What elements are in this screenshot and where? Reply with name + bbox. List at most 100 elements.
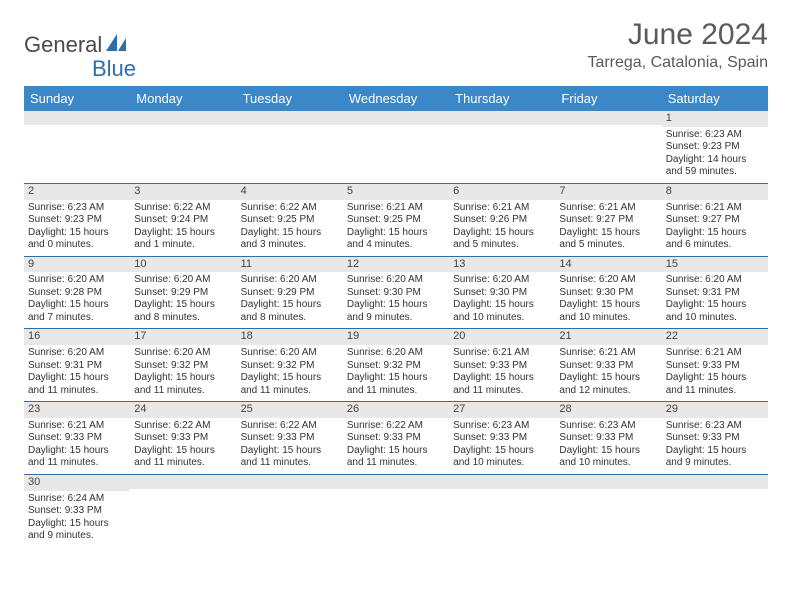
calendar-row: 23Sunrise: 6:21 AMSunset: 9:33 PMDayligh… [24, 402, 768, 475]
daylight-text: Daylight: 15 hours and 10 minutes. [666, 299, 764, 324]
sunset-text: Sunset: 9:31 PM [666, 287, 764, 300]
day-content: Sunrise: 6:24 AMSunset: 9:33 PMDaylight:… [24, 491, 130, 547]
day-number [449, 111, 555, 125]
daylight-text: Daylight: 15 hours and 1 minute. [134, 227, 232, 252]
calendar-cell: 8Sunrise: 6:21 AMSunset: 9:27 PMDaylight… [662, 184, 768, 256]
day-content [555, 489, 661, 495]
sunset-text: Sunset: 9:33 PM [28, 432, 126, 445]
sunrise-text: Sunrise: 6:21 AM [347, 202, 445, 215]
day-number: 23 [24, 402, 130, 418]
sunrise-text: Sunrise: 6:20 AM [28, 274, 126, 287]
sunrise-text: Sunrise: 6:21 AM [453, 347, 551, 360]
day-number: 12 [343, 257, 449, 273]
daylight-text: Daylight: 15 hours and 10 minutes. [559, 299, 657, 324]
daylight-text: Daylight: 15 hours and 6 minutes. [666, 227, 764, 252]
sunset-text: Sunset: 9:25 PM [241, 214, 339, 227]
day-number: 17 [130, 329, 236, 345]
daylight-text: Daylight: 15 hours and 9 minutes. [666, 445, 764, 470]
calendar-row: 30Sunrise: 6:24 AMSunset: 9:33 PMDayligh… [24, 475, 768, 547]
day-content: Sunrise: 6:23 AMSunset: 9:33 PMDaylight:… [449, 418, 555, 474]
day-number [343, 475, 449, 489]
day-number: 22 [662, 329, 768, 345]
calendar-cell: 24Sunrise: 6:22 AMSunset: 9:33 PMDayligh… [130, 402, 236, 474]
calendar-cell-empty [555, 111, 661, 183]
sunrise-text: Sunrise: 6:22 AM [134, 420, 232, 433]
sunset-text: Sunset: 9:32 PM [134, 360, 232, 373]
day-content: Sunrise: 6:20 AMSunset: 9:32 PMDaylight:… [130, 345, 236, 401]
sunrise-text: Sunrise: 6:22 AM [241, 202, 339, 215]
calendar-cell: 10Sunrise: 6:20 AMSunset: 9:29 PMDayligh… [130, 257, 236, 329]
sunset-text: Sunset: 9:33 PM [559, 360, 657, 373]
daylight-text: Daylight: 15 hours and 11 minutes. [347, 445, 445, 470]
calendar-cell: 25Sunrise: 6:22 AMSunset: 9:33 PMDayligh… [237, 402, 343, 474]
day-number: 13 [449, 257, 555, 273]
day-content: Sunrise: 6:20 AMSunset: 9:29 PMDaylight:… [237, 272, 343, 328]
day-content: Sunrise: 6:21 AMSunset: 9:27 PMDaylight:… [555, 200, 661, 256]
day-number: 16 [24, 329, 130, 345]
daylight-text: Daylight: 15 hours and 0 minutes. [28, 227, 126, 252]
day-number: 19 [343, 329, 449, 345]
day-number: 29 [662, 402, 768, 418]
day-content: Sunrise: 6:20 AMSunset: 9:32 PMDaylight:… [343, 345, 449, 401]
day-content: Sunrise: 6:21 AMSunset: 9:33 PMDaylight:… [662, 345, 768, 401]
sunrise-text: Sunrise: 6:20 AM [666, 274, 764, 287]
day-number: 30 [24, 475, 130, 491]
sunset-text: Sunset: 9:28 PM [28, 287, 126, 300]
calendar-cell-empty [130, 111, 236, 183]
calendar-cell: 12Sunrise: 6:20 AMSunset: 9:30 PMDayligh… [343, 257, 449, 329]
calendar-cell: 6Sunrise: 6:21 AMSunset: 9:26 PMDaylight… [449, 184, 555, 256]
day-content [130, 489, 236, 495]
month-title: June 2024 [587, 18, 768, 52]
day-number: 10 [130, 257, 236, 273]
calendar-cell: 30Sunrise: 6:24 AMSunset: 9:33 PMDayligh… [24, 475, 130, 547]
logo-text-general: General [24, 32, 102, 58]
day-header: Monday [130, 86, 236, 111]
sunrise-text: Sunrise: 6:23 AM [453, 420, 551, 433]
sunrise-text: Sunrise: 6:20 AM [347, 347, 445, 360]
daylight-text: Daylight: 15 hours and 11 minutes. [241, 372, 339, 397]
calendar-cell: 19Sunrise: 6:20 AMSunset: 9:32 PMDayligh… [343, 329, 449, 401]
calendar-cell-empty [237, 111, 343, 183]
logo: General [24, 32, 130, 58]
calendar-cell: 21Sunrise: 6:21 AMSunset: 9:33 PMDayligh… [555, 329, 661, 401]
sunset-text: Sunset: 9:25 PM [347, 214, 445, 227]
sunrise-text: Sunrise: 6:20 AM [28, 347, 126, 360]
sunrise-text: Sunrise: 6:20 AM [241, 274, 339, 287]
day-number: 24 [130, 402, 236, 418]
day-number: 11 [237, 257, 343, 273]
day-number: 6 [449, 184, 555, 200]
daylight-text: Daylight: 15 hours and 11 minutes. [28, 372, 126, 397]
sunset-text: Sunset: 9:33 PM [666, 360, 764, 373]
daylight-text: Daylight: 15 hours and 11 minutes. [134, 372, 232, 397]
daylight-text: Daylight: 15 hours and 11 minutes. [241, 445, 339, 470]
logo-text-blue: Blue [92, 56, 792, 82]
day-content: Sunrise: 6:22 AMSunset: 9:25 PMDaylight:… [237, 200, 343, 256]
calendar-cell: 28Sunrise: 6:23 AMSunset: 9:33 PMDayligh… [555, 402, 661, 474]
calendar-cell: 22Sunrise: 6:21 AMSunset: 9:33 PMDayligh… [662, 329, 768, 401]
day-content: Sunrise: 6:22 AMSunset: 9:33 PMDaylight:… [343, 418, 449, 474]
day-content: Sunrise: 6:22 AMSunset: 9:24 PMDaylight:… [130, 200, 236, 256]
calendar-cell-empty [24, 111, 130, 183]
day-content [449, 489, 555, 495]
sunrise-text: Sunrise: 6:20 AM [453, 274, 551, 287]
daylight-text: Daylight: 15 hours and 10 minutes. [453, 299, 551, 324]
calendar-row: 1Sunrise: 6:23 AMSunset: 9:23 PMDaylight… [24, 111, 768, 184]
day-content: Sunrise: 6:22 AMSunset: 9:33 PMDaylight:… [237, 418, 343, 474]
sunrise-text: Sunrise: 6:20 AM [559, 274, 657, 287]
day-number: 28 [555, 402, 661, 418]
daylight-text: Daylight: 14 hours and 59 minutes. [666, 154, 764, 179]
sunset-text: Sunset: 9:33 PM [347, 432, 445, 445]
day-number: 25 [237, 402, 343, 418]
day-content [237, 489, 343, 495]
day-content: Sunrise: 6:21 AMSunset: 9:33 PMDaylight:… [555, 345, 661, 401]
day-number [555, 111, 661, 125]
calendar-cell-empty [662, 475, 768, 547]
day-content: Sunrise: 6:21 AMSunset: 9:27 PMDaylight:… [662, 200, 768, 256]
day-number: 2 [24, 184, 130, 200]
calendar-cell: 3Sunrise: 6:22 AMSunset: 9:24 PMDaylight… [130, 184, 236, 256]
day-number: 4 [237, 184, 343, 200]
day-content: Sunrise: 6:20 AMSunset: 9:29 PMDaylight:… [130, 272, 236, 328]
day-number: 14 [555, 257, 661, 273]
daylight-text: Daylight: 15 hours and 5 minutes. [559, 227, 657, 252]
sunrise-text: Sunrise: 6:21 AM [453, 202, 551, 215]
